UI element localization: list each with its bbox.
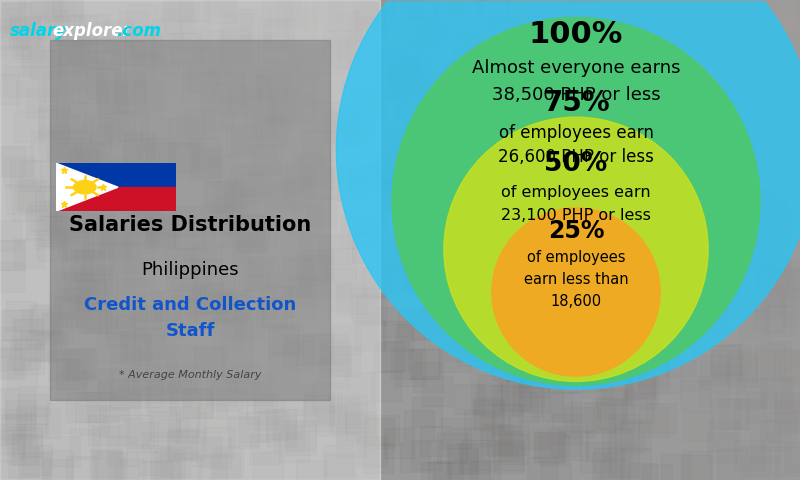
Text: of employees earn: of employees earn xyxy=(501,185,651,200)
Text: 100%: 100% xyxy=(529,20,623,49)
Text: explorer: explorer xyxy=(52,22,130,40)
Text: salary: salary xyxy=(10,22,67,40)
Text: * Average Monthly Salary: * Average Monthly Salary xyxy=(118,370,262,380)
Text: of employees: of employees xyxy=(526,250,626,264)
Bar xyxy=(50,40,330,400)
Text: 23,100 PHP or less: 23,100 PHP or less xyxy=(501,208,651,223)
Bar xyxy=(0,0,380,480)
Bar xyxy=(56,163,176,187)
Text: Credit and Collection
Staff: Credit and Collection Staff xyxy=(84,297,296,339)
Text: 18,600: 18,600 xyxy=(550,294,602,309)
Circle shape xyxy=(336,0,800,389)
Circle shape xyxy=(392,17,760,385)
Text: 26,600 PHP or less: 26,600 PHP or less xyxy=(498,148,654,167)
Text: 25%: 25% xyxy=(548,219,604,243)
Text: 50%: 50% xyxy=(544,151,608,177)
Text: 75%: 75% xyxy=(542,89,610,117)
Bar xyxy=(56,187,176,211)
Text: earn less than: earn less than xyxy=(524,272,628,287)
Polygon shape xyxy=(56,163,118,211)
Text: Salaries Distribution: Salaries Distribution xyxy=(69,215,311,235)
Circle shape xyxy=(492,208,660,376)
Text: 38,500 PHP or less: 38,500 PHP or less xyxy=(492,86,660,104)
Circle shape xyxy=(74,180,96,194)
Text: of employees earn: of employees earn xyxy=(498,124,654,142)
Text: Almost everyone earns: Almost everyone earns xyxy=(472,59,680,77)
Text: Philippines: Philippines xyxy=(141,261,239,279)
Circle shape xyxy=(444,117,708,382)
Text: .com: .com xyxy=(116,22,161,40)
